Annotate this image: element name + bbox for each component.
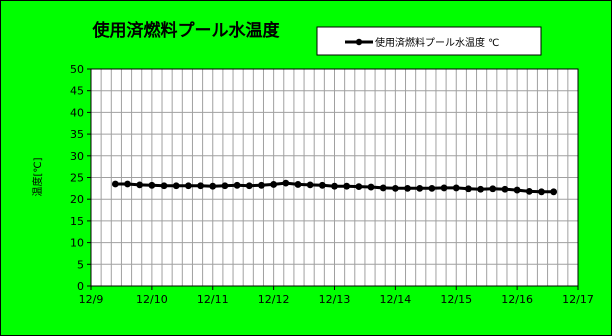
y-tick-label: 15 — [70, 215, 84, 228]
data-point — [452, 184, 460, 192]
data-point — [270, 181, 278, 188]
data-point — [221, 182, 229, 190]
legend-entry: 使用済燃料プール水温度 ℃ — [375, 36, 499, 49]
x-tick-label: 12/12 — [258, 293, 290, 306]
legend-marker-swatch — [355, 38, 363, 46]
data-point — [148, 181, 156, 189]
x-tick-label: 12/15 — [440, 293, 472, 306]
y-axis: 0 5 10 15 20 25 30 35 40 45 50 — [70, 63, 91, 293]
data-point — [355, 183, 363, 191]
data-point — [185, 182, 192, 190]
y-tick-label: 20 — [70, 193, 84, 206]
y-tick-label: 35 — [70, 128, 84, 141]
y-tick-label: 45 — [70, 85, 84, 98]
y-axis-label: 温度[℃] — [31, 157, 44, 196]
x-tick-label: 12/14 — [380, 293, 412, 306]
y-tick-label: 30 — [70, 150, 84, 163]
data-point — [477, 185, 484, 193]
data-point — [416, 184, 424, 192]
x-tick-label: 12/17 — [562, 293, 594, 306]
x-tick-label: 12/11 — [197, 293, 229, 306]
data-point — [538, 188, 545, 196]
y-tick-label: 0 — [77, 280, 84, 293]
data-point — [318, 181, 326, 189]
x-axis: 12/9 12/10 12/11 12/12 12/13 12/14 12/15 12/16 1… — [79, 286, 594, 306]
data-point — [245, 182, 253, 190]
data-point — [391, 184, 399, 192]
data-point — [306, 181, 314, 189]
data-point — [501, 185, 509, 193]
y-tick-label: 5 — [77, 258, 84, 271]
data-point — [197, 182, 204, 190]
series-temperature — [111, 179, 558, 196]
data-point — [513, 186, 521, 194]
data-point — [404, 184, 411, 192]
x-tick-label: 12/16 — [501, 293, 533, 306]
data-point — [331, 182, 338, 190]
grid — [91, 69, 578, 286]
data-point — [209, 182, 217, 190]
data-point — [124, 180, 131, 188]
data-point — [525, 187, 533, 195]
y-tick-label: 50 — [70, 63, 84, 76]
data-point — [294, 181, 302, 188]
y-tick-label: 10 — [70, 237, 84, 250]
data-point — [160, 182, 168, 190]
data-point — [550, 188, 558, 196]
data-point — [282, 179, 290, 187]
data-point — [428, 184, 436, 192]
data-point — [465, 185, 472, 193]
data-point — [111, 180, 119, 188]
data-point — [343, 182, 351, 190]
data-point — [233, 181, 241, 189]
data-point — [367, 183, 375, 191]
chart-title: 使用済燃料プール水温度 — [92, 20, 281, 41]
data-point — [258, 181, 265, 189]
data-point — [172, 182, 180, 190]
x-tick-label: 12/10 — [136, 293, 168, 306]
data-point — [136, 181, 144, 189]
x-tick-label: 12/9 — [79, 293, 104, 306]
data-point — [379, 184, 387, 192]
y-tick-label: 25 — [70, 172, 84, 185]
legend: 使用済燃料プール水温度 ℃ — [316, 26, 542, 56]
data-point — [440, 184, 448, 192]
x-tick-label: 12/13 — [319, 293, 351, 306]
y-tick-label: 40 — [70, 106, 84, 119]
data-point — [489, 185, 497, 193]
